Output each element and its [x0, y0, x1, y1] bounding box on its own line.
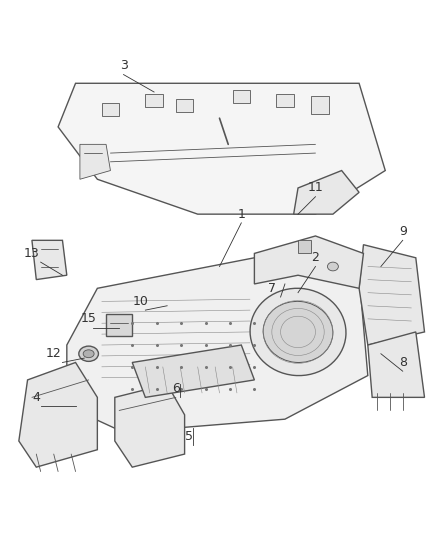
Polygon shape	[176, 99, 193, 111]
Ellipse shape	[262, 301, 332, 362]
Polygon shape	[58, 83, 385, 214]
Polygon shape	[358, 245, 424, 345]
Text: 1: 1	[237, 208, 245, 221]
Ellipse shape	[327, 262, 338, 271]
Polygon shape	[232, 90, 250, 103]
Text: 12: 12	[46, 347, 61, 360]
Text: 5: 5	[184, 430, 193, 443]
Polygon shape	[32, 240, 67, 280]
Text: 6: 6	[172, 382, 180, 395]
Ellipse shape	[250, 288, 345, 376]
Text: 8: 8	[398, 356, 406, 369]
Polygon shape	[132, 345, 254, 398]
Text: 15: 15	[81, 312, 96, 325]
Text: 3: 3	[119, 59, 127, 72]
Text: 4: 4	[32, 391, 40, 404]
Polygon shape	[293, 171, 358, 214]
Polygon shape	[106, 314, 132, 336]
Polygon shape	[19, 362, 97, 467]
Polygon shape	[145, 94, 162, 107]
Polygon shape	[276, 94, 293, 107]
Polygon shape	[311, 96, 328, 114]
Polygon shape	[132, 292, 180, 316]
Text: 7: 7	[267, 282, 275, 295]
Text: 2: 2	[311, 251, 319, 264]
Text: 11: 11	[307, 181, 323, 195]
Ellipse shape	[83, 350, 94, 358]
Polygon shape	[254, 236, 363, 288]
Text: 9: 9	[398, 225, 406, 238]
Text: 10: 10	[133, 295, 148, 308]
Ellipse shape	[79, 346, 98, 361]
Polygon shape	[67, 258, 367, 432]
Polygon shape	[115, 384, 184, 467]
Polygon shape	[102, 103, 119, 116]
Polygon shape	[297, 240, 311, 253]
Text: 13: 13	[24, 247, 40, 260]
Polygon shape	[80, 144, 110, 179]
Polygon shape	[367, 332, 424, 398]
